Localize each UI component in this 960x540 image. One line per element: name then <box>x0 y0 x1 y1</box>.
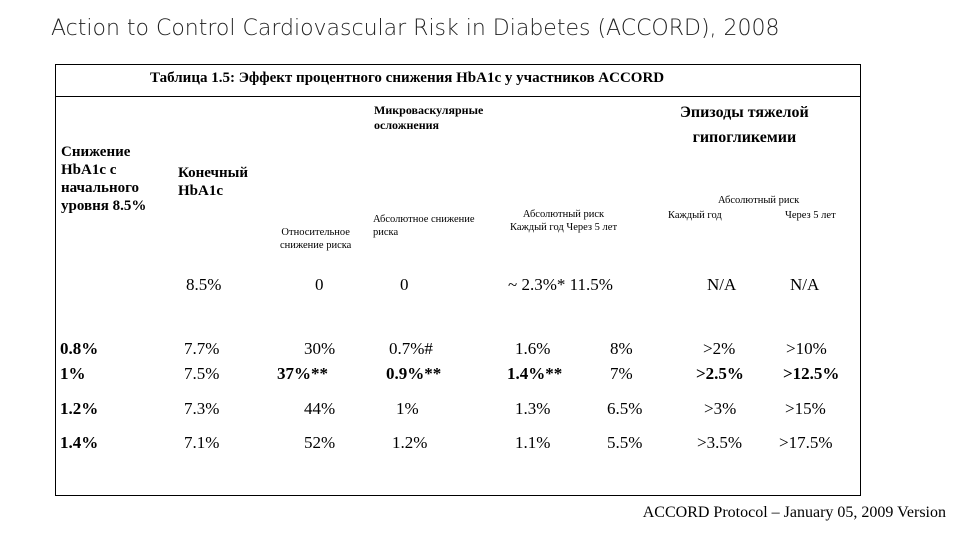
cell-absolute-reduction: 0.7%# <box>389 339 433 358</box>
header-rel-line: Относительное <box>281 227 350 238</box>
footer-source: ACCORD Protocol – January 05, 2009 Versi… <box>642 504 946 521</box>
header-hypo-each-year: Каждый год <box>668 210 722 221</box>
cell-risk-year: 1.4%** <box>507 364 563 383</box>
cell-hypo-5y: >17.5% <box>779 433 833 452</box>
cell-hypo-5y: >12.5% <box>783 364 840 383</box>
cell-risk-5y: 6.5% <box>607 399 643 418</box>
cell-final: 8.5% <box>186 275 222 294</box>
header-reduction-line: уровня 8.5% <box>61 198 147 214</box>
cell-absolute-reduction: 0.9%** <box>386 364 442 383</box>
cell-final: 7.7% <box>184 339 220 358</box>
cell-risk-5y: 5.5% <box>607 433 643 452</box>
cell-reduction: 1.4% <box>60 433 99 452</box>
header-absred-line: Абсолютное снижение <box>373 214 475 225</box>
cell-relative: 0 <box>315 275 324 294</box>
cell-relative: 44% <box>304 399 336 418</box>
cell-absolute-reduction: 0 <box>400 275 409 294</box>
header-micro-group: Микроваскулярные осложнения <box>374 103 483 133</box>
cell-final: 7.3% <box>184 399 220 418</box>
header-hypo-five-years: Через 5 лет <box>785 210 836 221</box>
header-hypo-line: Эпизоды тяжелой <box>680 104 809 121</box>
header-absolute-reduction: Абсолютное снижение риска <box>373 213 475 239</box>
header-absrisk-line: Каждый год Через 5 лет <box>510 222 618 233</box>
header-relative-risk: Относительное снижение риска <box>280 226 351 252</box>
header-final-line: HbA1c <box>178 183 223 199</box>
header-final: Конечный HbA1c <box>178 164 248 200</box>
slide-title: Action to Control Cardiovascular Risk in… <box>51 16 780 41</box>
caption-box <box>55 64 861 97</box>
cell-final: 7.5% <box>184 364 220 383</box>
header-rel-line: снижение риска <box>280 240 352 251</box>
header-micro-line: осложнения <box>374 118 440 132</box>
cell-reduction: 1% <box>60 364 86 383</box>
header-reduction-line: HbA1c с <box>61 162 117 178</box>
cell-hypo-5y: N/A <box>790 275 820 294</box>
header-absred-line: риска <box>373 227 399 238</box>
cell-hypo-5y: >10% <box>786 339 827 358</box>
table-caption: Таблица 1.5: Эффект процентного снижения… <box>150 70 665 86</box>
cell-risk-5y: 7% <box>610 364 633 383</box>
header-absrisk-line: Абсолютный риск <box>522 209 605 220</box>
cell-absolute-reduction: 1% <box>396 399 419 418</box>
cell-risk-year: 1.3% <box>515 399 551 418</box>
header-hypo-absolute: Абсолютный риск <box>718 195 800 206</box>
header-absolute-risk: Абсолютный риск Каждый год Через 5 лет <box>510 208 617 234</box>
cell-hypo-year: >3.5% <box>697 433 742 452</box>
cell-risk-year: 1.6% <box>515 339 551 358</box>
cell-relative: 30% <box>304 339 336 358</box>
cell-hypo-year: >2% <box>703 339 736 358</box>
cell-hypo-year: >3% <box>704 399 737 418</box>
table-frame <box>55 64 861 496</box>
cell-hypo-5y: >15% <box>785 399 826 418</box>
cell-hypo-year: >2.5% <box>696 364 744 383</box>
header-hypo-group: Эпизоды тяжелой гипогликемии <box>680 100 809 150</box>
cell-final: 7.1% <box>184 433 220 452</box>
header-reduction-line: начального <box>61 180 140 196</box>
cell-risk-5y: 8% <box>610 339 633 358</box>
cell-relative: 52% <box>304 433 336 452</box>
header-micro-line: Микроваскулярные <box>374 103 484 117</box>
cell-reduction: 0.8% <box>60 339 99 358</box>
cell-hypo-year: N/A <box>707 275 737 294</box>
header-hypo-line: гипогликемии <box>692 129 797 146</box>
cell-relative: 37%** <box>277 364 328 383</box>
header-reduction-line: Снижение <box>61 144 131 160</box>
cell-absolute-reduction: 1.2% <box>392 433 428 452</box>
header-final-line: Конечный <box>178 165 249 181</box>
cell-reduction: 1.2% <box>60 399 99 418</box>
header-reduction: Снижение HbA1c с начального уровня 8.5% <box>61 143 146 215</box>
cell-risk-year: 1.1% <box>515 433 551 452</box>
cell-risk-year: ~ 2.3%* 11.5% <box>508 275 613 294</box>
